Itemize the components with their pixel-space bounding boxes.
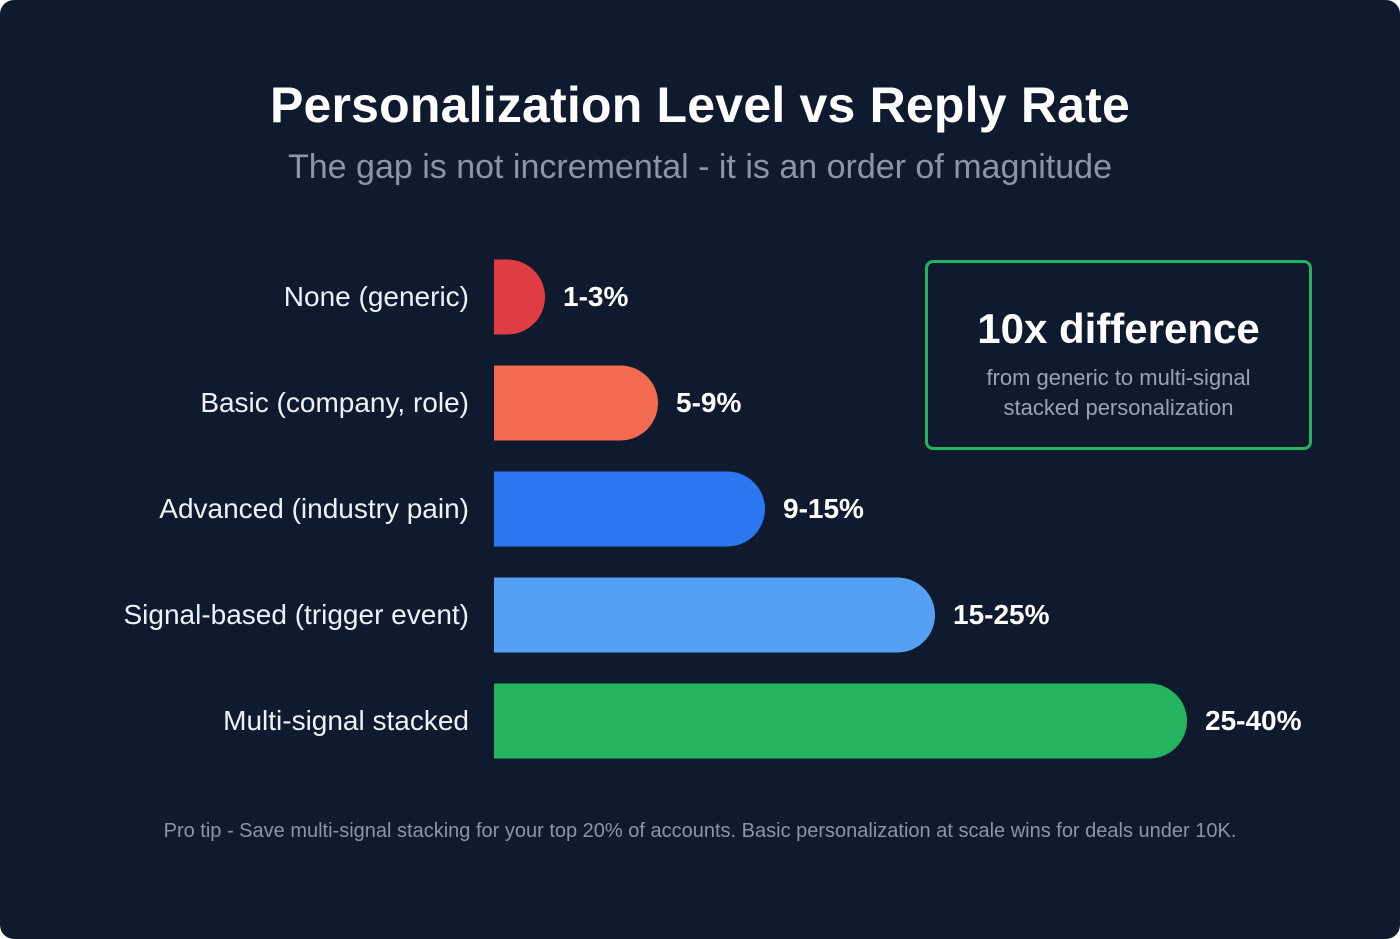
bar-none-generic [494,259,545,335]
callout-line-2: stacked personalization [1003,395,1234,420]
category-label: Multi-signal stacked [223,705,469,736]
callout-description: from generic to multi-signal stacked per… [928,363,1309,423]
callout-headline: 10x difference [977,305,1260,352]
callout-box: 10x difference from generic to multi-sig… [925,260,1312,450]
chart-title: Personalization Level vs Reply Rate [269,77,1131,133]
value-label: 15-25% [953,599,1050,630]
bar-multi-signal [494,683,1187,759]
value-label: 9-15% [783,493,864,524]
bar-advanced [494,471,765,547]
bar-basic [494,365,658,441]
callout-line-1: from generic to multi-signal [986,365,1251,390]
category-label: Advanced (industry pain) [159,493,469,524]
chart-subtitle: The gap is not incremental - it is an or… [288,148,1112,186]
value-label: 1-3% [563,281,629,312]
bar-signal-based [494,577,935,653]
category-label: Signal-based (trigger event) [123,599,469,630]
value-label: 25-40% [1205,705,1302,736]
value-label: 5-9% [676,387,742,418]
category-label: None (generic) [283,281,469,312]
footer-tip: Pro tip - Save multi-signal stacking for… [163,820,1237,842]
category-label: Basic (company, role) [200,387,469,418]
